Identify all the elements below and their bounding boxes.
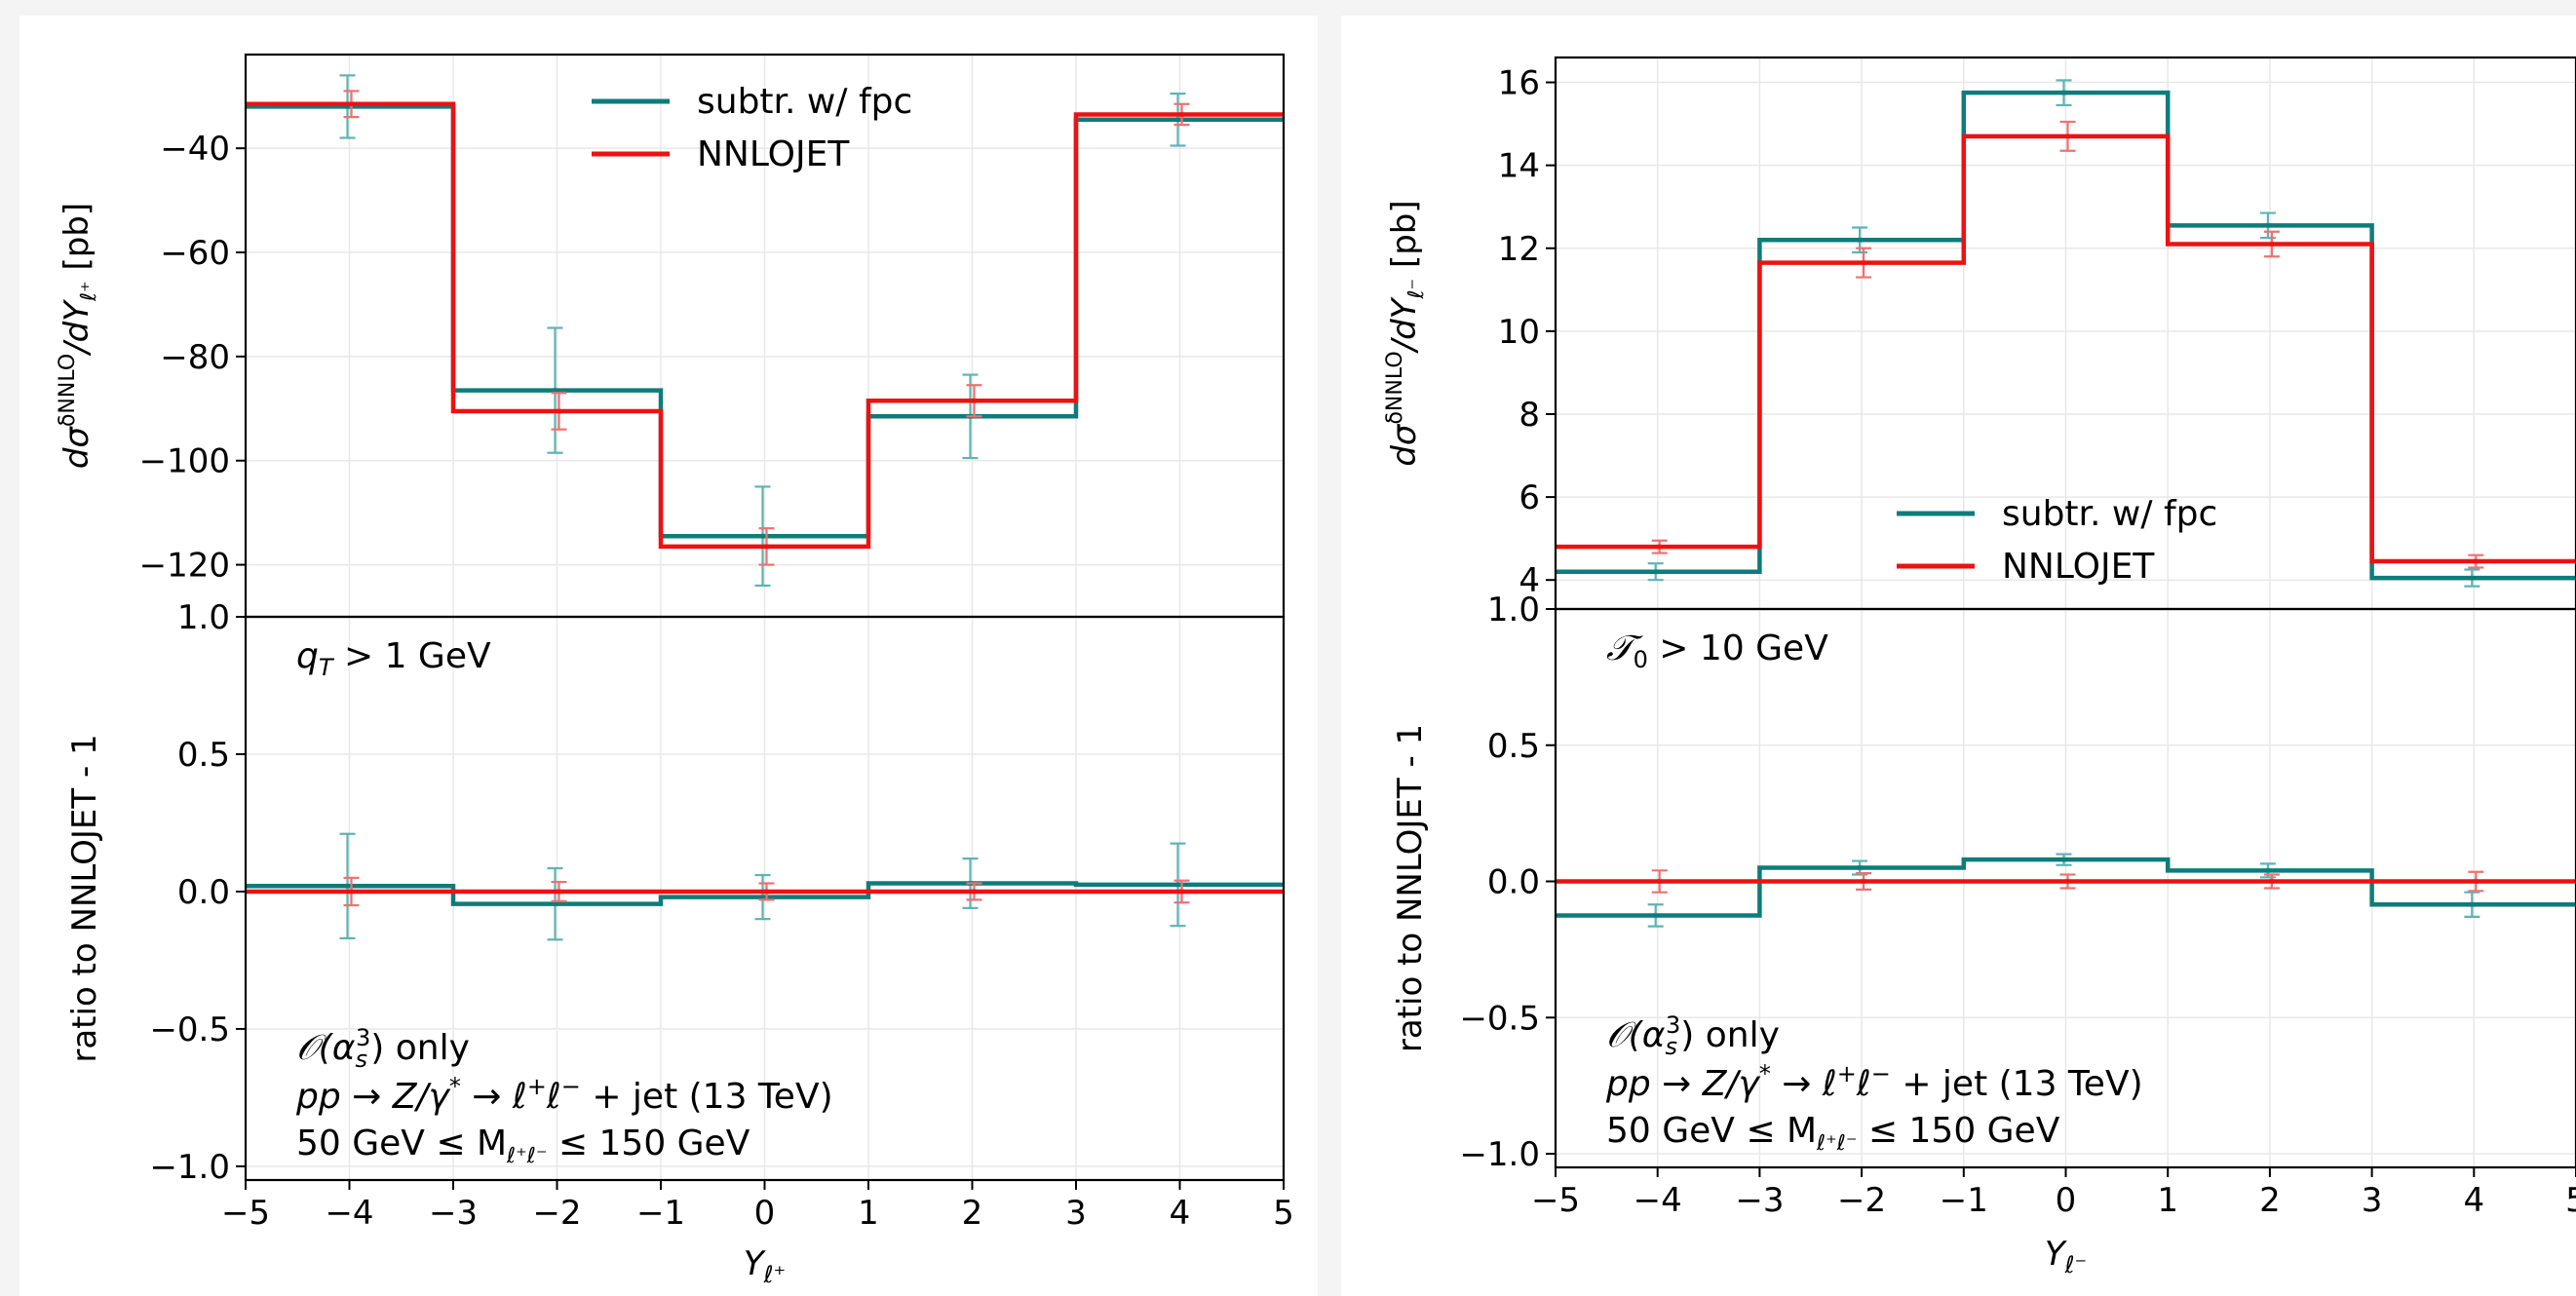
right-top-step-nnlojet: [1556, 133, 2576, 564]
x-tick-label: 1: [2157, 1181, 2178, 1220]
x-tick-label: 4: [1170, 1194, 1191, 1233]
left-bottom-axes: −1.0 −0.5 0.0 0.5 1.0: [149, 598, 1286, 1187]
y-tick-label: 4: [1519, 561, 1540, 600]
x-tick-label: 1: [858, 1194, 879, 1233]
left-bottom-errorbars-subtr: [339, 832, 1186, 941]
right-top-axes: 4 6 8 10 12 14 16: [1498, 56, 2576, 611]
right-bottom-axes: −1.0 −0.5 0.0 0.5 1.0: [1459, 591, 2576, 1174]
right-figure-panel: 4 6 8 10 12 14 16 −1.0 −0.5 0.0 0.5 1.0 −5 −4 −3 −2 −1 0 1…: [1341, 16, 2576, 1296]
top-y-axis-label: dσδNNLO/dYℓ⁻ [pb]: [1383, 200, 1429, 466]
process-annotation: pp → Z/γ* → ℓ+ℓ− + jet (13 TeV): [295, 1073, 833, 1117]
y-tick-label: 0.0: [1487, 863, 1540, 902]
x-tick-label: −4: [1634, 1181, 1682, 1220]
x-tick-label: −5: [221, 1194, 270, 1233]
y-tick-label: −120: [139, 547, 230, 586]
x-tick-label: 3: [1065, 1194, 1087, 1233]
x-tick-label: 5: [1273, 1194, 1294, 1233]
y-tick-label: −60: [160, 234, 230, 273]
y-tick-label: −1.0: [149, 1148, 230, 1187]
y-tick-label: 0.0: [177, 873, 230, 912]
y-tick-label: −100: [139, 442, 230, 481]
left-legend: subtr. w/ fpc NNLOJET: [592, 82, 912, 174]
y-tick-label: −0.5: [149, 1010, 230, 1049]
x-tick-label: 3: [2362, 1181, 2383, 1220]
x-tick-label: 2: [962, 1194, 983, 1233]
y-tick-label: 1.0: [177, 598, 230, 637]
legend-label-subtr: subtr. w/ fpc: [2002, 494, 2217, 534]
x-tick-label: 4: [2463, 1181, 2484, 1220]
bottom-y-axis-label: ratio to NNLOJET - 1: [65, 734, 104, 1062]
right-legend: subtr. w/ fpc NNLOJET: [1897, 494, 2217, 587]
left-top-axes: −120 −100 −80 −60 −40: [139, 53, 1286, 619]
y-tick-label: 0.5: [1487, 727, 1540, 766]
x-axis-label: Yℓ⁺: [744, 1244, 786, 1288]
legend-label-subtr: subtr. w/ fpc: [697, 82, 912, 122]
x-tick-label: −1: [1940, 1181, 1988, 1220]
left-chart: −120−100−80−60−40−1.0−0.50.00.51.0−5 −4 −3…: [56, 53, 1294, 1288]
x-tick-label: −5: [1531, 1181, 1580, 1220]
y-tick-label: 12: [1498, 230, 1540, 269]
mass-window-annotation: 50 GeV ≤ Mℓ⁺ℓ⁻ ≤ 150 GeV: [1606, 1111, 2060, 1156]
x-tick-label: −2: [1837, 1181, 1886, 1220]
legend-label-nnlojet: NNLOJET: [697, 134, 850, 174]
left-figure-panel: −120 −100 −80 −60 −40 −1.0 −0.5 0.0 0.5 1.0 −5 −4 −3…: [19, 16, 1318, 1296]
cut-annotation: 𝒯0 > 10 GeV: [1606, 629, 1828, 673]
y-tick-label: 8: [1519, 396, 1540, 435]
y-tick-label: 10: [1498, 313, 1540, 352]
process-annotation: pp → Z/γ* → ℓ+ℓ− + jet (13 TeV): [1605, 1060, 2143, 1104]
x-tick-label: −3: [1735, 1181, 1784, 1220]
right-bottom-step-subtr: [1556, 857, 2576, 918]
left-top-step-nnlojet: [246, 101, 1284, 550]
left-bottom-step-subtr: [246, 881, 1284, 906]
y-tick-label: −0.5: [1459, 999, 1540, 1038]
y-tick-label: 16: [1498, 64, 1540, 103]
right-bottom-errorbars-subtr: [1647, 853, 2480, 928]
y-tick-label: 0.5: [177, 736, 230, 775]
y-tick-label: 6: [1519, 478, 1540, 517]
order-annotation: 𝒪(αs3) only: [296, 1024, 470, 1073]
x-tick-label: −2: [532, 1194, 581, 1233]
x-tick-label: −4: [325, 1194, 373, 1233]
bottom-y-axis-label: ratio to NNLOJET - 1: [1391, 724, 1430, 1052]
top-y-axis-label: dσδNNLO/dYℓ⁺ [pb]: [56, 203, 101, 469]
x-tick-label: 0: [754, 1194, 776, 1233]
order-annotation: 𝒪(αs3) only: [1606, 1011, 1780, 1060]
y-tick-label: 1.0: [1487, 591, 1540, 629]
x-tick-label: 0: [2056, 1181, 2077, 1220]
legend-label-nnlojet: NNLOJET: [2002, 547, 2155, 587]
y-tick-label: 14: [1498, 147, 1540, 186]
x-tick-label: 5: [2565, 1181, 2576, 1220]
cut-annotation: qT > 1 GeV: [296, 636, 491, 681]
x-tick-label: −1: [636, 1194, 685, 1233]
x-axis-label: Yℓ⁻: [2045, 1235, 2087, 1278]
y-tick-label: −1.0: [1459, 1135, 1540, 1174]
y-tick-label: −80: [160, 338, 230, 377]
y-tick-label: −40: [160, 130, 230, 169]
mass-window-annotation: 50 GeV ≤ Mℓ⁺ℓ⁻ ≤ 150 GeV: [296, 1124, 750, 1168]
x-tick-label: 2: [2259, 1181, 2281, 1220]
x-tick-label: −3: [429, 1194, 478, 1233]
